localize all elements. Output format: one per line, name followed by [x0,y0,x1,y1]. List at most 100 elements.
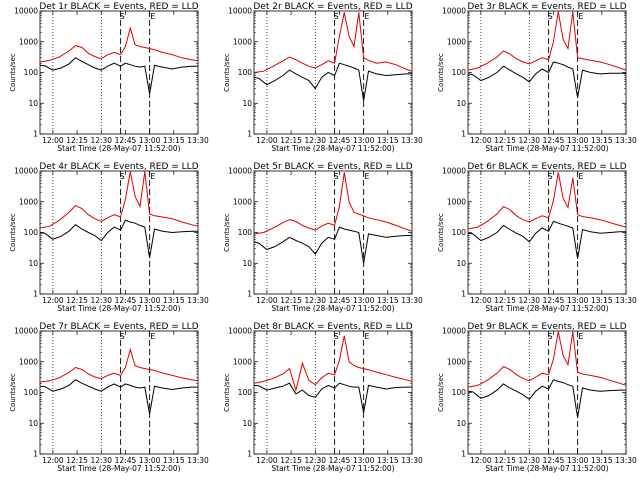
x-tick-label: 13:30 [187,296,209,305]
y-tick-label: 1 [33,130,38,139]
x-tick-label: 12:45 [329,136,351,145]
x-tick-label: 12:00 [470,456,492,465]
y-tick-label: 100 [452,388,467,397]
x-tick-label: 12:45 [543,296,565,305]
x-tick-label: 13:00 [567,296,589,305]
y-tick-label: 10 [456,99,466,108]
x-tick-label: 12:15 [494,296,516,305]
x-tick-label: 12:15 [494,136,516,145]
x-tick-label: 13:15 [163,456,185,465]
x-tick-label: 12:00 [256,456,278,465]
y-tick-label: 100 [452,68,467,77]
x-axis-label: Start Time (28-May-07 11:52:00) [57,464,180,473]
y-tick-label: 10000 [228,327,252,336]
x-tick-label: 12:30 [518,456,540,465]
marker-e: E [578,12,583,21]
x-tick-label: 12:00 [470,296,492,305]
x-tick-label: 13:00 [139,136,161,145]
marker-s: S [548,332,553,341]
marker-e: E [578,332,583,341]
y-tick-label: 10000 [442,327,466,336]
x-tick-label: 12:30 [90,136,112,145]
x-tick-label: 12:30 [304,136,326,145]
x-tick-label: 12:30 [518,136,540,145]
y-tick-label: 10000 [442,7,466,16]
x-tick-label: 12:45 [115,136,137,145]
panel-title: Det 9r BLACK = Events, RED = LLD [467,322,626,332]
x-tick-label: 13:00 [353,296,375,305]
y-tick-label: 10 [456,259,466,268]
series-line [253,335,413,393]
y-tick-label: 1000 [19,37,38,46]
plot-frame [467,330,627,455]
y-tick-label: 1 [33,450,38,459]
plot-frame [253,170,413,295]
marker-s: S [548,172,553,181]
series-line [253,172,413,235]
y-tick-label: 100 [238,228,253,237]
y-tick-label: 1 [247,290,252,299]
plot-frame [467,170,627,295]
y-tick-label: 10 [242,419,252,428]
x-tick-label: 13:00 [567,456,589,465]
y-tick-label: 1 [461,450,466,459]
marker-s: S [120,12,125,21]
series-line [39,379,198,415]
series-line [467,331,627,388]
plot-frame [467,10,627,135]
panel-title: Det 4r BLACK = Events, RED = LLD [39,162,198,172]
series-line [253,62,412,101]
y-tick-label: 100 [452,228,467,237]
x-tick-label: 12:00 [470,136,492,145]
y-tick-label: 10 [28,259,38,268]
x-tick-label: 13:30 [615,136,637,145]
panel-title: Det 2r BLACK = Events, RED = LLD [253,2,412,12]
x-tick-label: 13:00 [353,136,375,145]
y-tick-label: 1000 [19,197,38,206]
detector-panel: Det 4r BLACK = Events, RED = LLD 1 10 100 10… [9,162,209,313]
y-tick-label: 1 [247,130,252,139]
x-tick-label: 12:30 [90,456,112,465]
y-tick-label: 100 [238,388,253,397]
x-tick-label: 12:00 [256,296,278,305]
x-tick-label: 12:00 [42,456,64,465]
plot-frame [253,330,413,455]
panel-title: Det 3r BLACK = Events, RED = LLD [467,2,626,12]
y-tick-label: 10000 [228,7,252,16]
y-tick-label: 10 [242,99,252,108]
x-tick-label: 12:30 [304,296,326,305]
x-tick-label: 12:15 [494,456,516,465]
y-axis-label: Counts/sec [9,373,17,412]
series-line [39,219,198,258]
y-axis-label: Counts/sec [9,53,17,92]
marker-s: S [334,332,339,341]
marker-e: E [150,12,155,21]
marker-e: E [150,172,155,181]
y-tick-label: 10 [456,419,466,428]
x-tick-label: 12:15 [280,296,302,305]
detector-panel: Det 6r BLACK = Events, RED = LLD 1 10 100 10… [437,162,637,313]
x-tick-label: 13:30 [187,456,209,465]
x-tick-label: 12:45 [543,136,565,145]
series-line [467,379,626,418]
detector-panel: Det 9r BLACK = Events, RED = LLD 1 10 100 10… [437,322,637,473]
x-tick-label: 13:30 [615,296,637,305]
y-tick-label: 1 [461,290,466,299]
x-axis-label: Start Time (28-May-07 11:52:00) [485,304,608,313]
x-tick-label: 12:15 [280,456,302,465]
x-axis-label: Start Time (28-May-07 11:52:00) [485,464,608,473]
x-tick-label: 13:00 [567,136,589,145]
y-tick-label: 100 [24,68,39,77]
marker-s: S [334,172,339,181]
x-tick-label: 12:45 [115,456,137,465]
y-tick-label: 100 [238,68,253,77]
x-tick-label: 12:15 [280,136,302,145]
x-tick-label: 12:30 [518,296,540,305]
x-tick-label: 12:45 [115,296,137,305]
marker-e: E [364,12,369,21]
series-line [253,382,412,413]
x-tick-label: 12:00 [256,136,278,145]
x-tick-label: 13:15 [163,136,185,145]
y-axis-label: Counts/sec [223,53,231,92]
x-tick-label: 13:30 [401,136,423,145]
